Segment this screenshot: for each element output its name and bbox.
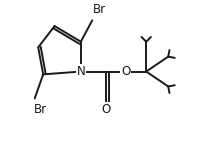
Text: O: O [121, 65, 130, 78]
Text: N: N [76, 65, 85, 78]
Text: Br: Br [34, 103, 47, 116]
Text: O: O [102, 103, 111, 116]
Text: Br: Br [93, 3, 106, 16]
